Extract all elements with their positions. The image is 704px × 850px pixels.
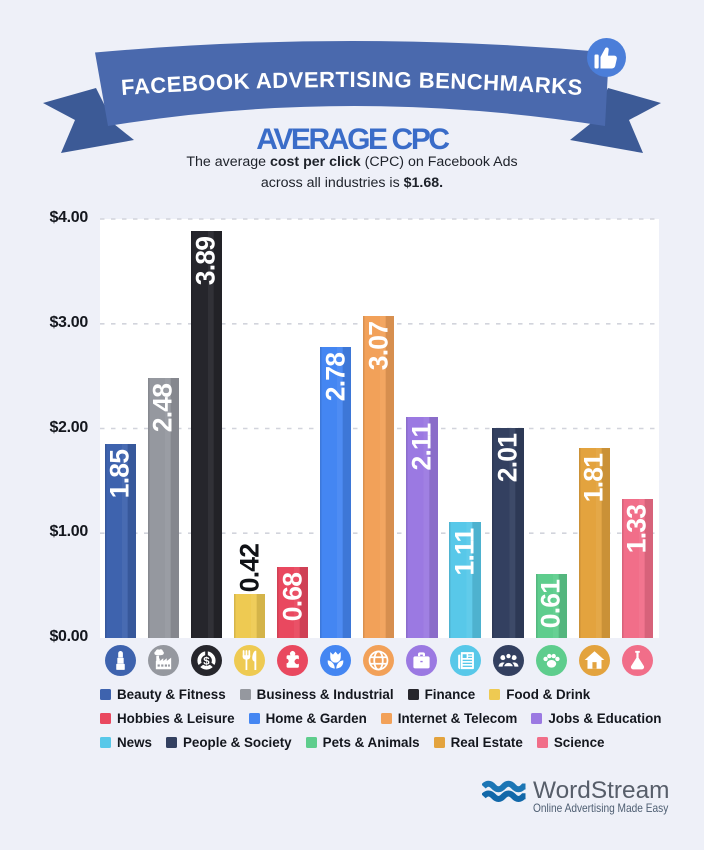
- svg-text:$: $: [203, 656, 210, 668]
